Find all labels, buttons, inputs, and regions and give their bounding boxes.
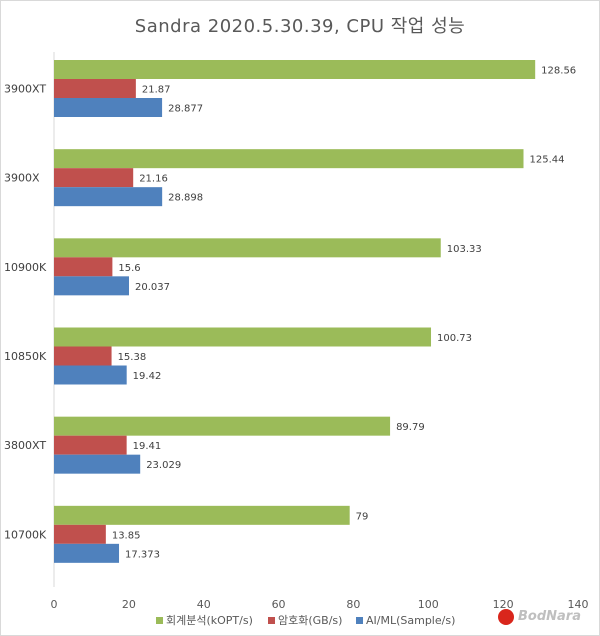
data-label: 21.87 <box>142 85 171 96</box>
bar <box>54 276 129 296</box>
legend-swatch <box>356 617 363 624</box>
x-tick-label: 100 <box>418 598 439 611</box>
data-label: 23.029 <box>146 460 181 471</box>
x-tick-label: 80 <box>346 598 360 611</box>
data-label: 13.85 <box>112 530 141 541</box>
data-label: 28.877 <box>168 104 203 115</box>
watermark-logo-icon <box>498 609 514 625</box>
bar <box>54 98 163 117</box>
bar <box>54 187 163 207</box>
bar <box>54 257 113 277</box>
data-label: 125.44 <box>530 155 565 166</box>
bar <box>54 416 391 436</box>
x-tick-label: 60 <box>272 598 286 611</box>
x-tick-label: 40 <box>197 598 211 611</box>
legend-label: AI/ML(Sample/s) <box>366 614 455 627</box>
legend-label: 회계분석(kOPT/s) <box>166 614 253 627</box>
bar <box>54 365 127 385</box>
data-label: 17.373 <box>125 549 160 560</box>
category-label: 10900K <box>4 261 47 274</box>
data-label: 15.38 <box>118 352 147 363</box>
bar <box>54 505 350 525</box>
category-label: 3800XT <box>4 439 46 452</box>
bodnara-watermark: BodNara <box>498 608 590 628</box>
data-label: 128.56 <box>541 66 576 77</box>
category-label: 3900XT <box>4 83 46 96</box>
data-label: 28.898 <box>168 193 203 204</box>
legend-swatch <box>268 617 275 624</box>
bar <box>54 524 106 544</box>
category-label: 10700K <box>4 528 47 541</box>
x-tick-label: 120 <box>493 598 514 611</box>
data-label: 89.79 <box>396 422 425 433</box>
bar <box>54 327 432 347</box>
data-label: 19.42 <box>133 371 162 382</box>
data-label: 21.16 <box>139 174 168 185</box>
bar <box>54 543 120 563</box>
bar <box>54 149 524 169</box>
data-label: 103.33 <box>447 244 482 255</box>
data-label: 100.73 <box>437 333 472 344</box>
category-label: 3900X <box>4 172 40 185</box>
bar <box>54 168 134 188</box>
data-label: 20.037 <box>135 282 170 293</box>
data-label: 79 <box>356 511 369 522</box>
x-tick-label: 0 <box>51 598 58 611</box>
bar <box>54 238 441 258</box>
legend-swatch <box>156 617 163 624</box>
bar <box>54 60 536 79</box>
x-tick-label: 20 <box>122 598 136 611</box>
bar <box>54 454 141 474</box>
watermark-text: BodNara <box>518 609 581 624</box>
data-label: 19.41 <box>133 441 162 452</box>
bar <box>54 79 136 98</box>
bar <box>54 346 112 366</box>
category-label: 10850K <box>4 350 47 363</box>
legend-label: 암호화(GB/s) <box>278 614 342 627</box>
data-label: 15.6 <box>118 263 140 274</box>
chart-title: Sandra 2020.5.30.39, CPU 작업 성능 <box>134 16 466 37</box>
bar <box>54 435 127 455</box>
x-tick-label: 140 <box>568 598 589 611</box>
